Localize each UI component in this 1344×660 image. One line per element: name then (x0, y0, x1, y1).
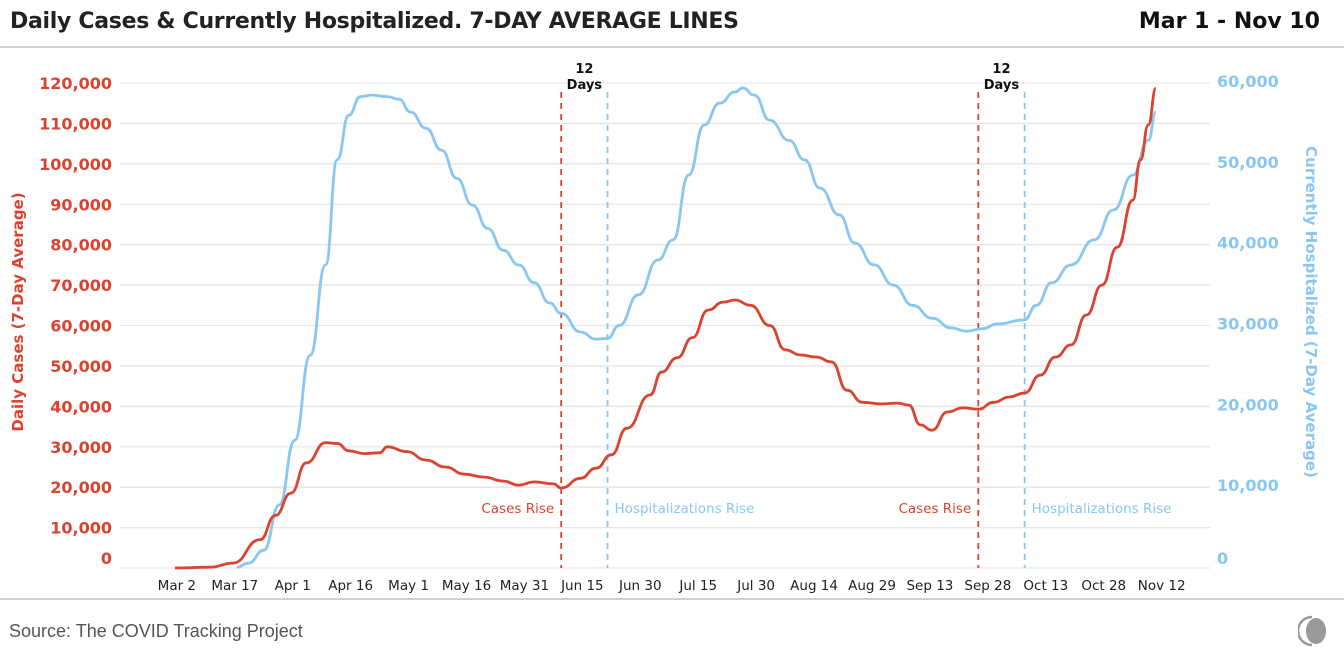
series-lines (174, 86, 1158, 570)
annotation-label: Cases Rise (898, 501, 971, 517)
x-tick-label: Mar 2 (158, 578, 196, 594)
x-tick-label: Jun 15 (560, 578, 604, 594)
left-tick-label: 100,000 (39, 155, 112, 174)
chart-header: Daily Cases & Currently Hospitalized. 7-… (0, 0, 1344, 48)
x-tick-label: May 31 (500, 578, 549, 594)
source-text: Source: The COVID Tracking Project (9, 621, 303, 641)
left-tick-label: 70,000 (50, 276, 112, 295)
right-tick-label: 20,000 (1217, 395, 1279, 414)
left-tick-label: 40,000 (50, 397, 112, 416)
chart: Cases Rise Hospitalizations Rise Cases Ris… (9, 62, 1320, 594)
x-tick-label: Sep 28 (964, 578, 1011, 594)
x-tick-label: Sep 13 (906, 578, 953, 594)
x-axis-ticks: Mar 2 Mar 17 Apr 1 Apr 16 May 1 May 16 May 31 J… (158, 578, 1186, 594)
annotations: Cases Rise Hospitalizations Rise Cases Ris… (481, 62, 1171, 568)
right-tick-label: 60,000 (1217, 72, 1279, 91)
x-tick-label: Jul 30 (736, 578, 775, 594)
left-tick-label: 50,000 (50, 357, 112, 376)
x-tick-label: Oct 13 (1023, 578, 1068, 594)
date-range: Mar 1 - Nov 10 (1138, 9, 1320, 34)
x-tick-label: Nov 12 (1138, 578, 1186, 594)
left-tick-label: 20,000 (50, 478, 112, 497)
left-tick-label: 80,000 (50, 236, 112, 255)
left-tick-label: 110,000 (39, 114, 112, 133)
left-tick-label: 120,000 (39, 74, 112, 93)
left-tick-label: 10,000 (50, 519, 112, 538)
left-axis-ticks: 0 10,000 20,000 30,000 40,000 50,000 60,000 70,… (39, 74, 112, 568)
covid-tracking-project-logo-icon (1298, 615, 1326, 647)
x-tick-label: Mar 17 (211, 578, 258, 594)
cases-line (174, 86, 1158, 570)
right-tick-label: 50,000 (1217, 153, 1279, 172)
x-tick-label: Jun 30 (618, 578, 662, 594)
right-tick-label: 30,000 (1217, 315, 1279, 334)
chart-title: Daily Cases & Currently Hospitalized. 7-… (10, 9, 739, 34)
x-tick-label: Aug 29 (848, 578, 896, 594)
right-tick-label: 40,000 (1217, 234, 1279, 253)
left-tick-label: 0 (101, 549, 112, 568)
annotation-label: Hospitalizations Rise (1032, 501, 1172, 517)
chart-footer: Source: The COVID Tracking Project (0, 598, 1344, 660)
right-tick-label: 0 (1217, 549, 1228, 568)
x-tick-label: Aug 14 (790, 578, 838, 594)
right-axis-label: Currently Hospitalized (7-Day Average) (1302, 146, 1320, 478)
x-tick-label: May 16 (442, 578, 491, 594)
left-tick-label: 90,000 (50, 195, 112, 214)
x-tick-label: Oct 28 (1081, 578, 1126, 594)
gap-label-unit: Days (567, 78, 603, 93)
annotation-label: Hospitalizations Rise (615, 501, 755, 517)
gridlines (120, 82, 1210, 569)
hospitalized-line (236, 86, 1158, 569)
x-tick-label: Apr 1 (275, 578, 311, 594)
left-axis-label: Daily Cases (7-Day Average) (9, 192, 27, 431)
left-tick-label: 60,000 (50, 317, 112, 336)
x-tick-label: Apr 16 (328, 578, 373, 594)
x-tick-label: May 1 (388, 578, 429, 594)
gap-label-unit: Days (984, 78, 1020, 93)
right-tick-label: 10,000 (1217, 476, 1279, 495)
gap-label-number: 12 (992, 62, 1010, 77)
right-axis-ticks: 0 10,000 20,000 30,000 40,000 50,000 60,000 (1217, 72, 1279, 568)
left-tick-label: 30,000 (50, 438, 112, 457)
annotation-label: Cases Rise (481, 501, 554, 517)
gap-label-number: 12 (575, 62, 593, 77)
x-tick-label: Jul 15 (678, 578, 717, 594)
